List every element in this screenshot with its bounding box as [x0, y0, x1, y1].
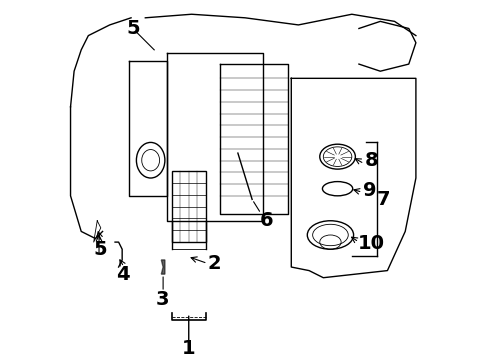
Text: 8: 8 — [365, 151, 378, 170]
Text: 7: 7 — [377, 190, 391, 209]
Text: 1: 1 — [182, 339, 196, 359]
Text: 6: 6 — [260, 211, 273, 230]
Bar — [172, 171, 206, 242]
Text: 2: 2 — [208, 254, 221, 273]
Text: 4: 4 — [117, 265, 130, 284]
Text: 3: 3 — [156, 289, 169, 309]
Text: 5: 5 — [93, 240, 107, 259]
Polygon shape — [161, 260, 165, 274]
Text: 9: 9 — [363, 181, 376, 200]
Text: 10: 10 — [358, 234, 385, 253]
Text: 5: 5 — [126, 19, 140, 38]
